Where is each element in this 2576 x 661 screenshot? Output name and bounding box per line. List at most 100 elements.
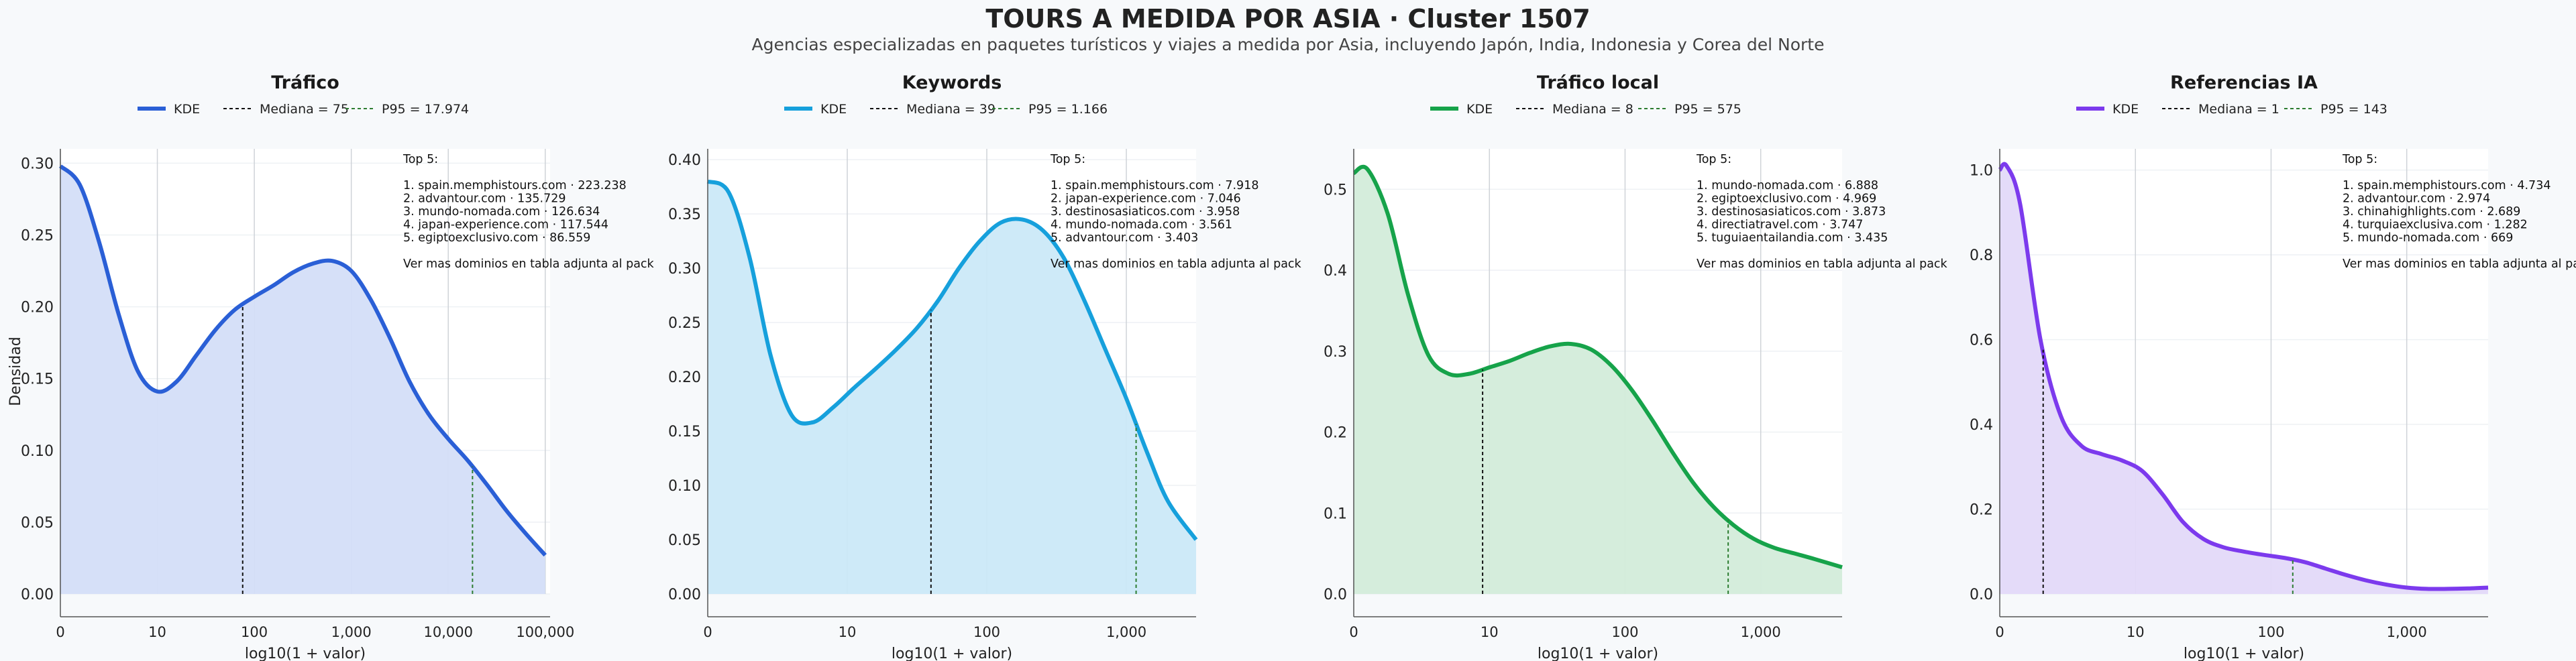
- x-tick-label: 10: [1481, 624, 1499, 640]
- annotation-line: Top 5:: [1696, 153, 1731, 166]
- kde-line: [1998, 162, 2489, 591]
- legend-label: Mediana = 8: [1552, 102, 1633, 117]
- x-tick-label: 0: [1349, 624, 1358, 640]
- chart-title: Tráfico local: [1537, 72, 1659, 93]
- y-tick-label: 0.30: [21, 156, 54, 172]
- x-tick-label: 100: [973, 624, 1000, 640]
- y-tick-label: 0.3: [1324, 344, 1347, 361]
- annotation-line: 5. tuguiaentailandia.com · 3.435: [1697, 231, 1888, 245]
- annotation-line: 5. egiptoexclusivo.com · 86.559: [403, 231, 590, 245]
- y-tick-label: 0.5: [1324, 182, 1347, 198]
- annotation-line: 3. chinahighlights.com · 2.689: [2343, 205, 2520, 219]
- x-tick-label: 100,000: [516, 624, 574, 640]
- y-tick-label: 0.4: [1324, 263, 1347, 280]
- y-tick-label: 0.4: [1970, 417, 1993, 434]
- y-tick-label: 0.2: [1970, 502, 1993, 519]
- legend-label: Mediana = 39: [906, 102, 996, 117]
- x-tick-label: 10: [2127, 624, 2145, 640]
- x-tick-label: 10: [839, 624, 857, 640]
- y-tick-label: 0.20: [21, 300, 54, 316]
- x-tick-label: 0: [56, 624, 64, 640]
- y-tick-label: 0.00: [668, 587, 701, 603]
- x-tick-label: 1,000: [331, 624, 372, 640]
- y-tick-label: 0.05: [21, 515, 54, 532]
- annotation-line: 5. mundo-nomada.com · 669: [2343, 231, 2513, 245]
- x-axis-label: log10(1 + valor): [245, 646, 366, 661]
- y-tick-label: 0.0: [1324, 587, 1347, 603]
- y-tick-label: 0.15: [21, 371, 54, 388]
- y-tick-label: 0.6: [1970, 333, 1993, 349]
- annotation-line: 1. mundo-nomada.com · 6.888: [1697, 179, 1878, 192]
- legend-label: KDE: [820, 102, 847, 117]
- annotation-line: 4. turquiaexclusiva.com · 1.282: [2343, 219, 2528, 232]
- annotation-line: Top 5:: [402, 153, 438, 166]
- y-tick-label: 0.40: [668, 152, 701, 169]
- y-axis-label: Densidad: [7, 337, 24, 406]
- page-title: TOURS A MEDIDA POR ASIA · Cluster 1507: [985, 4, 1591, 34]
- chart-panel-2: Keywords KDE Mediana = 39 P95 = 1.166 0.00 0.…: [668, 72, 1302, 661]
- annotation-line: 1. spain.memphistours.com · 223.238: [403, 179, 627, 192]
- y-tick-label: 0.20: [668, 369, 701, 386]
- chart-title: Referencias IA: [2170, 72, 2318, 93]
- x-axis-label: log10(1 + valor): [1538, 646, 1658, 661]
- annotation-line: Top 5:: [2342, 153, 2377, 166]
- kde-area: [2000, 164, 2488, 594]
- x-tick-label: 1,000: [1106, 624, 1146, 640]
- y-tick-label: 0.00: [21, 587, 54, 603]
- chart-panel-1: Tráfico KDE Mediana = 75 P95 = 17.974 0.00 0.…: [7, 72, 655, 661]
- x-tick-label: 100: [1611, 624, 1638, 640]
- y-tick-label: 0.2: [1324, 425, 1347, 442]
- x-tick-label: 1,000: [1741, 624, 1781, 640]
- annotation-line: 1. spain.memphistours.com · 4.734: [2343, 179, 2551, 192]
- legend-label: KDE: [174, 102, 200, 117]
- x-tick-label: 100: [2257, 624, 2284, 640]
- y-tick-label: 0.35: [668, 206, 701, 223]
- legend-label: Mediana = 1: [2198, 102, 2279, 117]
- kde-area: [60, 166, 545, 594]
- annotation-line: 1. spain.memphistours.com · 7.918: [1051, 179, 1258, 192]
- y-tick-label: 0.05: [668, 532, 701, 549]
- kde-line: [706, 179, 1198, 541]
- kde-area: [1354, 166, 1842, 594]
- x-tick-label: 1,000: [2387, 624, 2427, 640]
- annotation-line: Ver mas dominios en tabla adjunta al pac…: [1697, 257, 1948, 271]
- annotation-line: 4. mundo-nomada.com · 3.561: [1051, 219, 1232, 232]
- annotation-line: 3. destinosasiaticos.com · 3.958: [1051, 205, 1240, 219]
- y-tick-label: 0.25: [668, 315, 701, 332]
- annotation-line: 3. mundo-nomada.com · 126.634: [403, 205, 600, 219]
- annotation-line: 5. advantour.com · 3.403: [1051, 231, 1198, 245]
- x-tick-label: 0: [703, 624, 712, 640]
- annotation-line: 2. japan-experience.com · 7.046: [1051, 192, 1241, 206]
- annotation-line: Ver mas dominios en tabla adjunta al pac…: [403, 257, 655, 271]
- kde-area: [708, 181, 1196, 595]
- y-tick-label: 0.30: [668, 261, 701, 278]
- y-tick-label: 0.0: [1970, 587, 1993, 603]
- annotation-line: 3. destinosasiaticos.com · 3.873: [1697, 205, 1886, 219]
- y-tick-label: 0.8: [1970, 247, 1993, 264]
- annotation-line: Top 5:: [1050, 153, 1085, 166]
- y-tick-label: 0.25: [21, 228, 54, 245]
- legend-label: P95 = 575: [1674, 102, 1741, 117]
- chart-panel-4: Referencias IA KDE Mediana = 1 P95 = 143 0.0…: [1970, 72, 2576, 661]
- legend-label: P95 = 143: [2320, 102, 2387, 117]
- annotation-line: 4. japan-experience.com · 117.544: [403, 219, 608, 232]
- y-tick-label: 1.0: [1970, 163, 1993, 180]
- legend-label: KDE: [2112, 102, 2139, 117]
- annotation-line: 2. advantour.com · 2.974: [2343, 192, 2490, 206]
- x-axis-label: log10(1 + valor): [892, 646, 1012, 661]
- x-axis-label: log10(1 + valor): [2184, 646, 2304, 661]
- annotation-line: 2. advantour.com · 135.729: [403, 192, 566, 206]
- y-tick-label: 0.15: [668, 424, 701, 440]
- chart-panel-3: Tráfico local KDE Mediana = 8 P95 = 575 0.0 0…: [1324, 72, 1948, 661]
- page-subtitle: Agencias especializadas en paquetes turí…: [751, 35, 1825, 54]
- annotation-line: Ver mas dominios en tabla adjunta al pac…: [1051, 257, 1302, 271]
- kde-line: [58, 164, 547, 557]
- kde-line: [1352, 164, 1843, 570]
- legend-label: P95 = 17.974: [382, 102, 469, 117]
- x-tick-label: 10,000: [423, 624, 472, 640]
- annotation-line: 2. egiptoexclusivo.com · 4.969: [1697, 192, 1876, 206]
- legend-label: KDE: [1466, 102, 1493, 117]
- legend-label: P95 = 1.166: [1028, 102, 1108, 117]
